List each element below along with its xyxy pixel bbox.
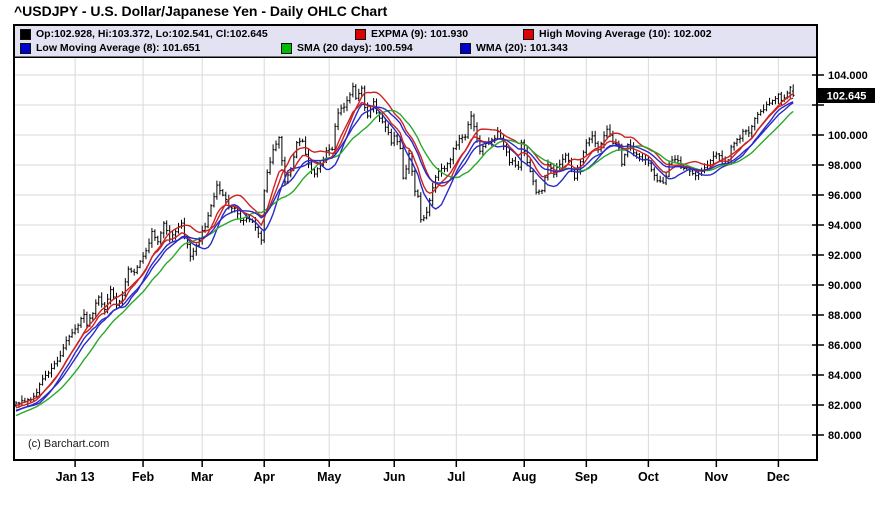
legend-item-sma-label: SMA (20 days): 100.594	[297, 42, 413, 54]
y-tick-label: 94.000	[828, 220, 862, 232]
y-tick-label: 98.000	[828, 160, 862, 172]
high-ma-swatch-icon	[523, 28, 534, 40]
legend-item-ohlc-label: Op:102.928, Hi:103.372, Lo:102.541, Cl:1…	[36, 28, 268, 40]
x-tick-label: May	[317, 470, 341, 484]
y-tick-label: 92.000	[828, 250, 862, 262]
legend-item-wma: WMA (20): 101.343	[460, 42, 568, 54]
y-tick-label: 96.000	[828, 190, 862, 202]
copyright-label: (c) Barchart.com	[28, 438, 110, 450]
y-tick-label: 90.000	[828, 280, 862, 292]
x-tick-label: Jan 13	[56, 470, 95, 484]
x-tick-label: Apr	[253, 470, 275, 484]
sma-swatch-icon	[281, 42, 292, 54]
legend-item-low-ma-label: Low Moving Average (8): 101.651	[36, 42, 201, 54]
y-tick-label: 80.000	[828, 430, 862, 442]
y-tick-label: 84.000	[828, 370, 862, 382]
y-tick-label: 88.000	[828, 310, 862, 322]
x-tick-label: Sep	[575, 470, 598, 484]
overlay-line-sma-20	[15, 109, 794, 417]
ohlc-bars	[14, 82, 795, 408]
x-tick-label: Nov	[705, 470, 729, 484]
y-tick-label: 82.000	[828, 400, 862, 412]
overlay-line-wma-20	[15, 102, 794, 412]
wma-swatch-icon	[460, 42, 471, 54]
last-price-box	[818, 88, 875, 103]
expma-swatch-icon	[355, 28, 366, 40]
x-tick-label: Jun	[383, 470, 405, 484]
legend-item-low-ma: Low Moving Average (8): 101.651	[20, 42, 200, 54]
ohlc-swatch-icon	[20, 28, 31, 40]
chart-title: ^USDJPY - U.S. Dollar/Japanese Yen - Dai…	[14, 3, 388, 19]
x-tick-label: Mar	[191, 470, 213, 484]
legend-item-high-ma-label: High Moving Average (10): 102.002	[539, 28, 712, 40]
y-tick-label: 100.000	[828, 130, 868, 142]
legend-item-sma: SMA (20 days): 100.594	[281, 42, 413, 54]
overlay-line-sma-10	[15, 91, 794, 407]
legend-item-high-ma: High Moving Average (10): 102.002	[523, 28, 712, 40]
low-ma-swatch-icon	[20, 42, 31, 54]
legend-item-ohlc: Op:102.928, Hi:103.372, Lo:102.541, Cl:1…	[20, 28, 268, 40]
y-tick-label: 86.000	[828, 340, 862, 352]
legend-item-expma: EXPMA (9): 101.930	[355, 28, 468, 40]
chart-frame	[13, 24, 818, 461]
x-tick-label: Jul	[447, 470, 465, 484]
legend-item-wma-label: WMA (20): 101.343	[476, 42, 568, 54]
x-tick-label: Oct	[638, 470, 660, 484]
x-tick-label: Dec	[767, 470, 790, 484]
y-tick-label: 104.000	[828, 70, 868, 82]
x-tick-label: Feb	[132, 470, 155, 484]
x-tick-label: Aug	[512, 470, 536, 484]
overlay-line-sma-8	[15, 101, 794, 411]
legend-item-expma-label: EXPMA (9): 101.930	[371, 28, 469, 40]
last-price-label: 102.645	[827, 91, 867, 103]
overlay-line-ema-9	[15, 97, 794, 409]
